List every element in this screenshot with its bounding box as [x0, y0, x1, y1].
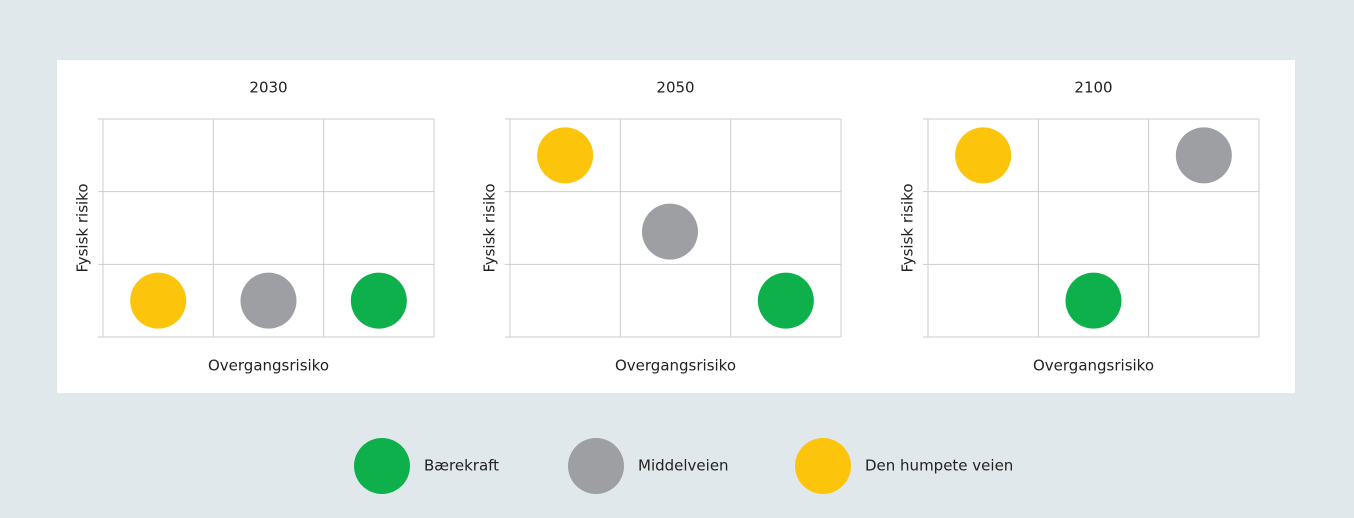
chart-title: 2050 — [656, 79, 694, 97]
legend-label: Bærekraft — [424, 457, 499, 475]
y-axis-label: Fysisk risiko — [74, 183, 92, 272]
legend-swatch — [354, 438, 410, 494]
legend-label: Middelveien — [638, 457, 729, 475]
x-axis-label: Overgangsrisiko — [615, 357, 736, 375]
point — [757, 272, 814, 329]
point — [955, 127, 1012, 184]
point — [537, 127, 594, 184]
chart-title: 2030 — [249, 79, 287, 97]
point — [1175, 127, 1232, 184]
x-axis-label: Overgangsrisiko — [208, 357, 329, 375]
point — [240, 272, 297, 329]
y-axis-label: Fysisk risiko — [481, 183, 499, 272]
legend-swatch — [795, 438, 851, 494]
legend-label: Den humpete veien — [865, 457, 1013, 475]
point — [350, 272, 407, 329]
chart-title: 2100 — [1074, 79, 1112, 97]
point — [641, 203, 698, 260]
point — [1065, 272, 1122, 329]
legend-swatch — [568, 438, 624, 494]
point — [130, 272, 187, 329]
x-axis-label: Overgangsrisiko — [1033, 357, 1154, 375]
y-axis-label: Fysisk risiko — [899, 183, 917, 272]
